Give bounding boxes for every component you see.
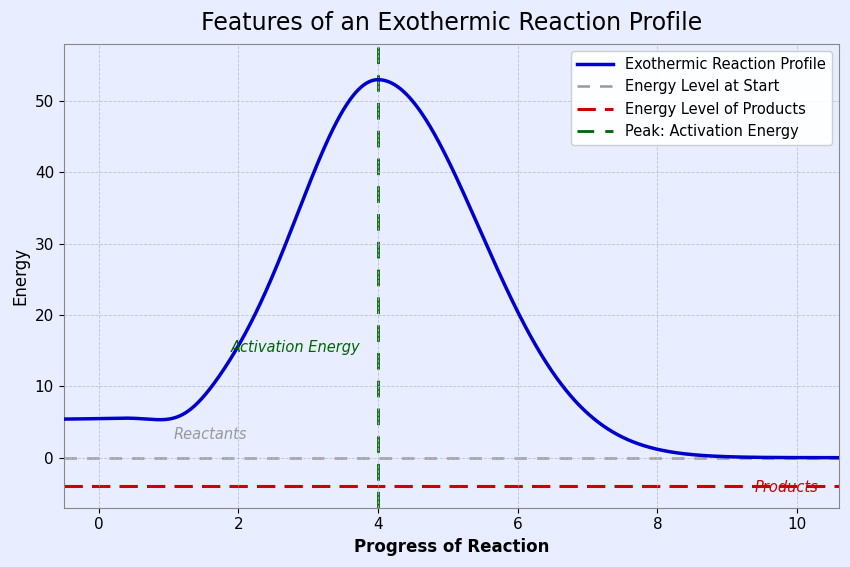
Exothermic Reaction Profile: [193, 399, 203, 406]
Peak: Activation Energy: (4, 1): Activation Energy: (4, 1): [373, 447, 383, 454]
Energy Level at Start: [94, 454, 104, 461]
Peak: Activation Energy: (4, 0): Activation Energy: (4, 0): [373, 454, 383, 461]
Title: Features of an Exothermic Reaction Profile: Features of an Exothermic Reaction Profi…: [201, 11, 702, 35]
Legend: Exothermic Reaction Profile, Energy Level at Start, Energy Level of Products, Pe: Exothermic Reaction Profile, Energy Leve…: [571, 51, 831, 145]
Energy Level of Products: [163, 483, 173, 490]
Exothermic Reaction Profile: [819, 454, 829, 461]
Exothermic Reaction Profile: [147, 416, 157, 423]
Energy Level of Products: [94, 483, 104, 490]
Text: Reactants: Reactants: [173, 428, 247, 442]
X-axis label: Progress of Reaction: Progress of Reaction: [354, 538, 549, 556]
Y-axis label: Energy: Energy: [11, 247, 29, 305]
Text: Activation Energy: Activation Energy: [231, 340, 360, 354]
Exothermic Reaction Profile: [834, 454, 844, 461]
Exothermic Reaction Profile: [390, 82, 400, 88]
Exothermic Reaction Profile: [735, 454, 745, 460]
Exothermic Reaction Profile: [59, 416, 69, 422]
Exothermic Reaction Profile: [356, 84, 366, 91]
Text: Products: Products: [754, 480, 818, 495]
Exothermic Reaction Profile: [373, 76, 383, 83]
Line: Exothermic Reaction Profile: Exothermic Reaction Profile: [64, 79, 839, 458]
Energy Level at Start: [163, 454, 173, 461]
